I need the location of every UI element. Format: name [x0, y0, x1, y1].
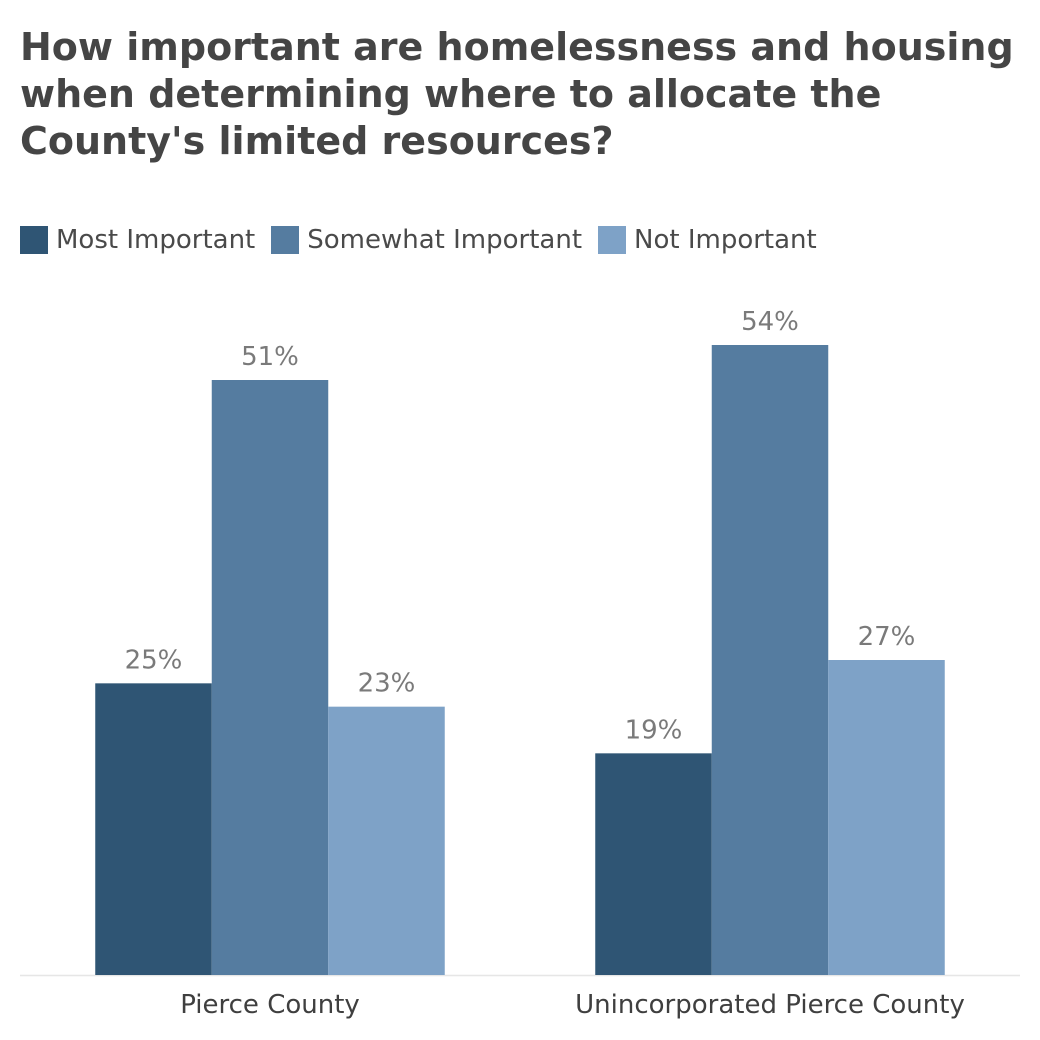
legend-item-somewhat-important: Somewhat Important — [271, 225, 582, 255]
legend-swatch-most-important — [20, 226, 48, 254]
legend-label-somewhat-important: Somewhat Important — [307, 225, 583, 255]
bar-pierce-county-most-important — [95, 683, 212, 975]
data-label-pierce-county-not-important: 23% — [358, 669, 416, 699]
legend-item-most-important: Most Important — [20, 225, 255, 255]
legend-swatch-somewhat-important — [271, 226, 300, 254]
legend-label-not-important: Not Important — [634, 225, 817, 255]
legend-swatch-not-important — [598, 226, 627, 254]
data-label-pierce-county-most-important: 25% — [125, 645, 183, 675]
data-label-unincorporated-pierce-county-not-important: 27% — [858, 622, 916, 652]
data-label-pierce-county-somewhat-important: 51% — [241, 342, 299, 372]
bar-unincorporated-pierce-county-most-important — [595, 753, 712, 975]
category-label-pierce-county: Pierce County — [180, 990, 360, 1020]
data-label-unincorporated-pierce-county-most-important: 19% — [625, 715, 683, 745]
bar-unincorporated-pierce-county-not-important — [828, 660, 945, 975]
legend-item-not-important: Not Important — [598, 225, 817, 255]
data-label-unincorporated-pierce-county-somewhat-important: 54% — [741, 307, 799, 337]
legend-label-most-important: Most Important — [56, 225, 256, 255]
chart-legend: Most Important Somewhat Important Not Im… — [20, 222, 833, 258]
bar-pierce-county-somewhat-important — [211, 380, 329, 975]
bar-pierce-county-not-important — [328, 706, 445, 975]
chart-title: How important are homelessness and housi… — [20, 25, 1014, 163]
bar-unincorporated-pierce-county-somewhat-important — [711, 345, 829, 975]
category-label-unincorporated-pierce-county: Unincorporated Pierce County — [575, 990, 965, 1020]
